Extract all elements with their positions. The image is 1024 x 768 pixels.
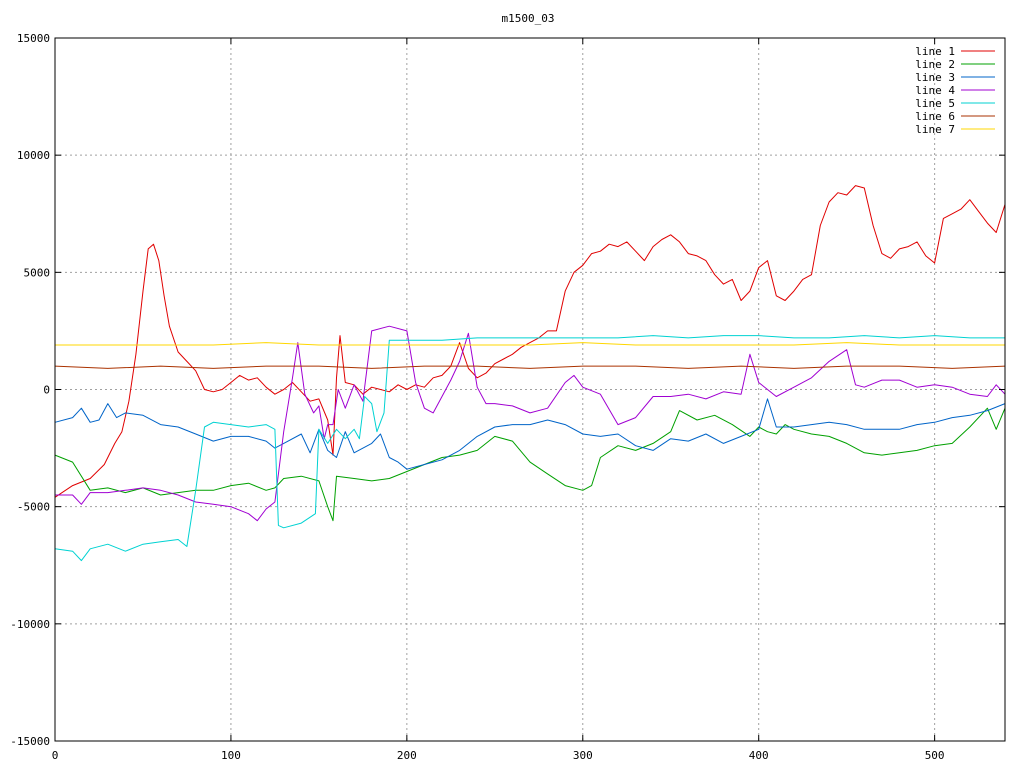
legend-label: line 6 <box>915 110 955 123</box>
legend-label: line 5 <box>915 97 955 110</box>
x-tick-label: 100 <box>221 749 241 762</box>
x-tick-label: 0 <box>52 749 59 762</box>
grid-lines <box>55 38 1005 741</box>
legend-label: line 3 <box>915 71 955 84</box>
series-line-7 <box>55 342 1005 346</box>
legend-label: line 4 <box>915 84 955 97</box>
series-line-3 <box>54 398 1006 470</box>
series-line-6 <box>54 365 1006 369</box>
legend-label: line 2 <box>915 58 955 71</box>
x-tick-label: 300 <box>573 749 593 762</box>
y-tick-label: -5000 <box>17 501 50 514</box>
axis-ticks: -15000 -10000 -5000 0 5000 10000 15000 0 100 200 3… <box>10 32 1005 762</box>
y-tick-label: 15000 <box>17 32 50 45</box>
series-lines <box>54 185 1006 562</box>
legend-label: line 7 <box>915 123 955 136</box>
y-tick-label: 10000 <box>17 149 50 162</box>
series-line-2 <box>54 407 1006 522</box>
x-tick-label: 500 <box>925 749 945 762</box>
x-tick-label: 200 <box>397 749 417 762</box>
y-tick-label: -15000 <box>10 735 50 748</box>
x-tick-label: 400 <box>749 749 769 762</box>
chart-title: m1500_03 <box>502 12 555 25</box>
series-line-5 <box>54 335 1005 562</box>
y-tick-label: 0 <box>43 384 50 397</box>
legend-label: line 1 <box>915 45 955 58</box>
series-line-1 <box>54 185 1006 498</box>
y-tick-label: -10000 <box>10 618 50 631</box>
y-tick-label: 5000 <box>24 266 51 279</box>
